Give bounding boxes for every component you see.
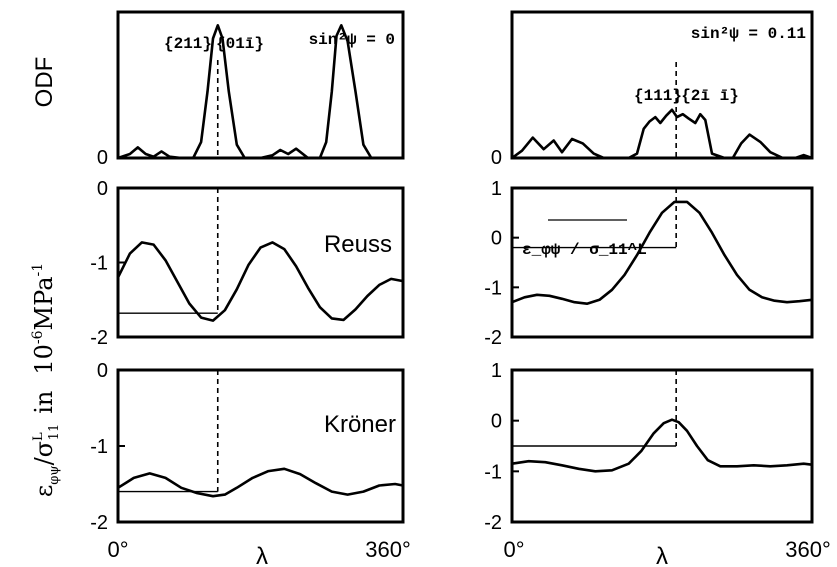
panel-left-odf: 0: [97, 10, 405, 169]
plot-frame: [510, 186, 814, 339]
peak-label-01-1: {01ī}: [216, 35, 264, 53]
y-tick-label: -1: [90, 436, 108, 458]
y-tick-label: -2: [484, 512, 502, 534]
y-tick-label: -1: [484, 277, 502, 299]
x-tick-0-right: 0°: [503, 537, 524, 562]
plot-frame: [116, 368, 405, 524]
annotation-strain-ratio: ε_φψ / σ_11^L: [522, 241, 647, 259]
panel-left-reuss: 0 -1 -2: [90, 178, 405, 349]
y-tick-label: -2: [90, 327, 108, 349]
strain-y-label: εφψ/σL11in10-6MPa-1: [30, 263, 62, 497]
annotation-sin2psi-left: sin²ψ = 0: [309, 31, 395, 49]
series-line: [511, 200, 813, 305]
x-tick-360-right: 360°: [785, 537, 831, 562]
y-tick-label: 1: [491, 178, 502, 200]
panel-right-kroner: 1 0 -1 -2: [484, 360, 814, 534]
series-line: [511, 108, 813, 160]
y-tick-label: 0: [491, 147, 502, 169]
y-tick-label: -2: [484, 327, 502, 349]
odf-y-label: ODF: [31, 57, 58, 108]
y-tick-label: 1: [491, 360, 502, 382]
peak-label-2-1-1: {2ī ī}: [681, 87, 739, 105]
panel-right-reuss: 1 0 -1 -2: [484, 178, 814, 349]
x-axis-label-right: λ: [656, 543, 668, 567]
plot-frame: [510, 10, 814, 160]
peak-label-111: {111}: [634, 87, 682, 105]
panel-right-odf: 0: [491, 10, 814, 169]
y-tick-label: -1: [484, 461, 502, 483]
x-tick-0-left: 0°: [107, 537, 128, 562]
series-line: [117, 24, 403, 160]
peak-label-211: {211}: [164, 35, 212, 53]
x-axis-label-left: λ: [256, 543, 268, 567]
strain-y-label-text: εφψ/σL11in10-6MPa-1: [30, 263, 62, 497]
plot-frame: [116, 186, 405, 339]
annotation-sin2psi-right: sin²ψ = 0.11: [691, 25, 806, 43]
y-tick-label: 0: [97, 360, 108, 382]
y-tick-label: 0: [97, 178, 108, 200]
x-tick-360-left: 360°: [365, 537, 411, 562]
series-line: [511, 418, 813, 473]
series-line: [117, 467, 404, 498]
y-tick-label: -2: [90, 512, 108, 534]
panel-title-reuss: Reuss: [324, 231, 392, 258]
y-tick-label: -1: [90, 253, 108, 275]
panel-left-kroner: 0 -1 -2: [90, 360, 405, 534]
y-tick-label: 0: [491, 228, 502, 250]
panel-title-kroner: Kröner: [324, 411, 396, 438]
series-line: [116, 241, 404, 322]
y-tick-label: 0: [491, 411, 502, 433]
y-tick-label: 0: [97, 147, 108, 169]
